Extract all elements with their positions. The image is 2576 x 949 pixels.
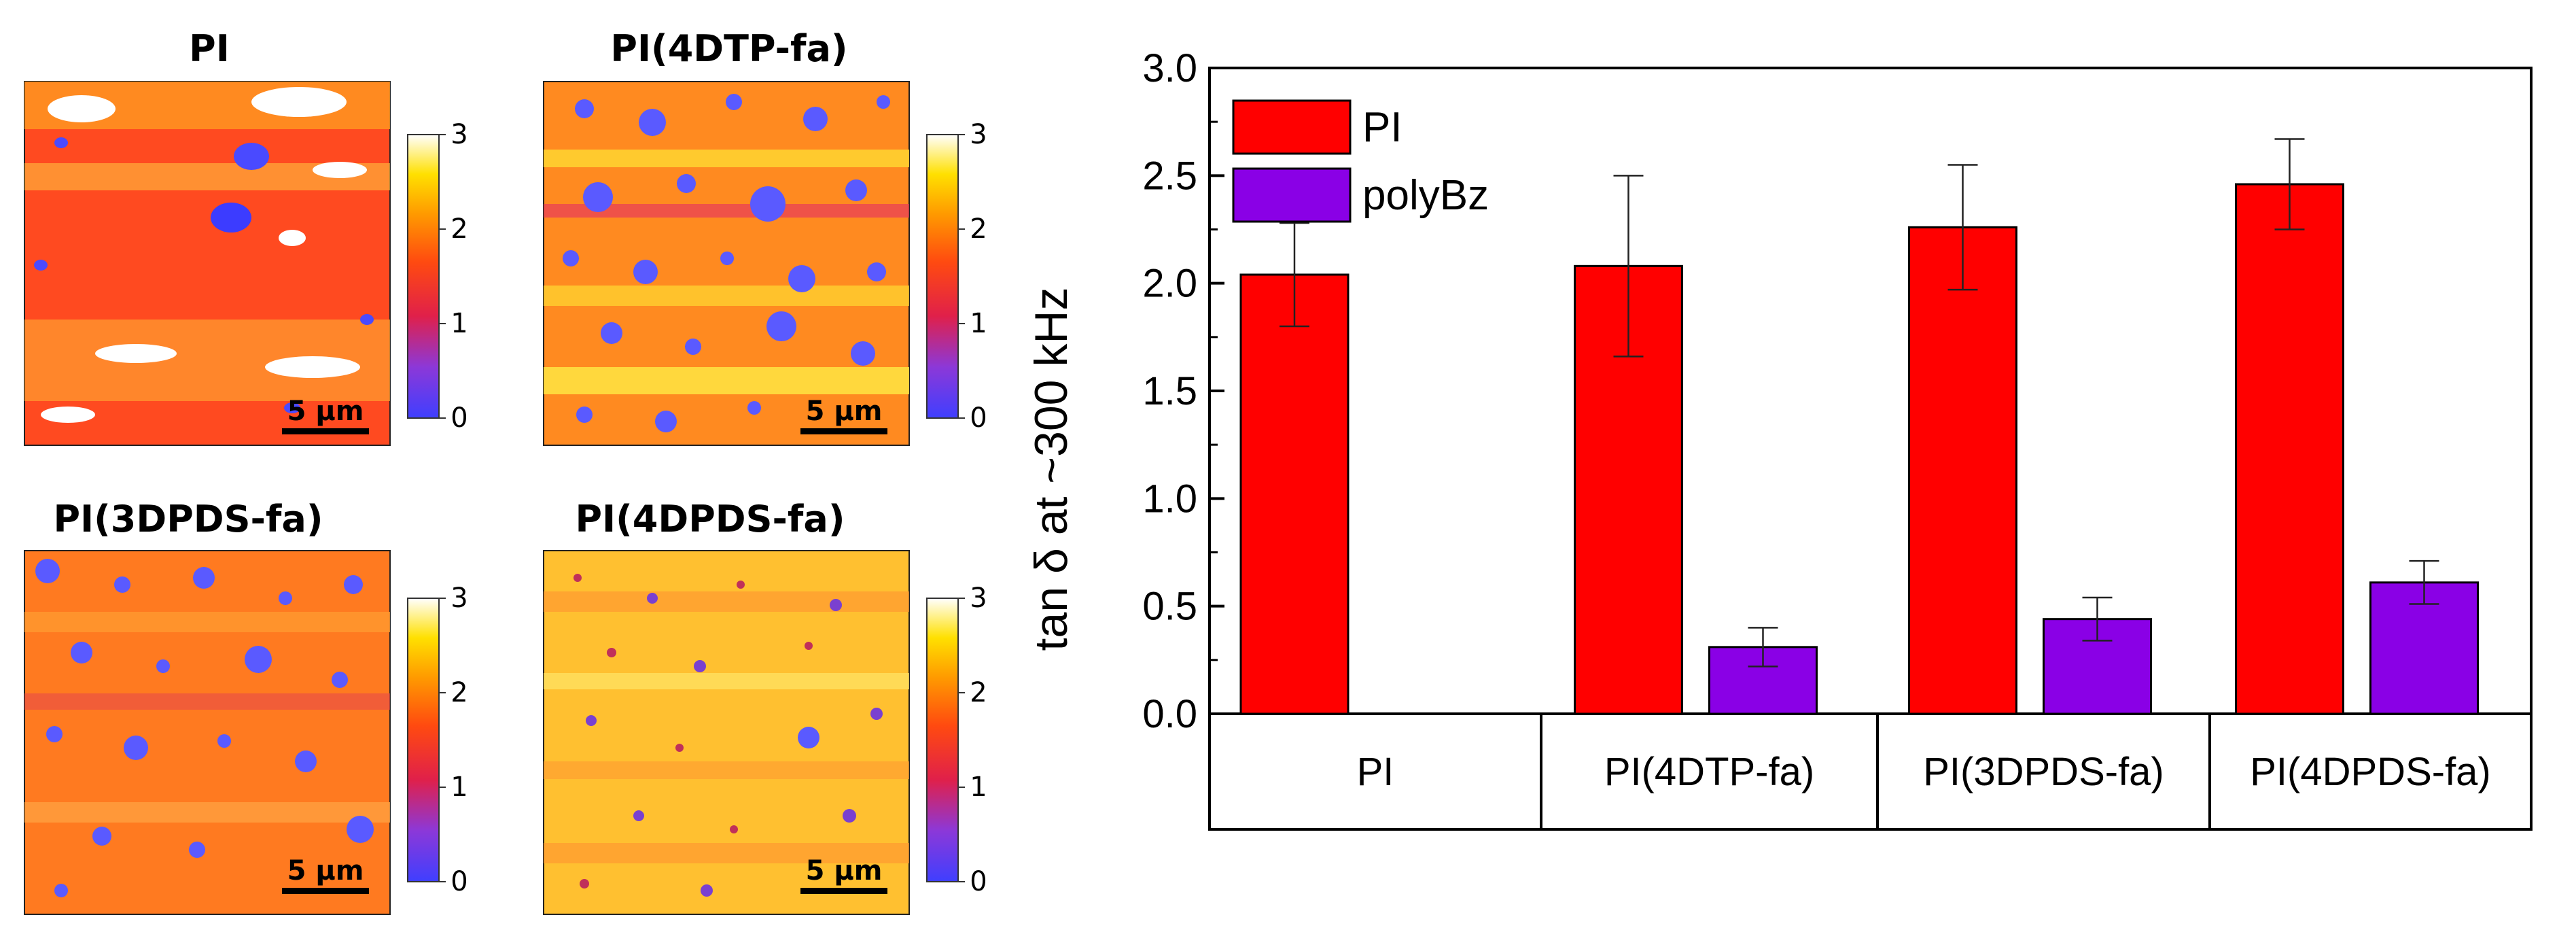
- map-title: PI: [189, 27, 230, 70]
- map-title: PI(3DPDS-fa): [53, 498, 323, 540]
- bar-pi: [1239, 273, 1349, 715]
- colorbar-tick: 2: [970, 677, 987, 708]
- bar-chart: tan δ at ~300 kHz 0.00.51.01.52.02.53.0 …: [1025, 46, 2533, 831]
- scalebar: 5 μm: [800, 396, 887, 434]
- colorbar: 0 1 2 3: [926, 583, 987, 897]
- scalebar-label: 5 μm: [806, 855, 883, 886]
- map-panel-pi: PI 5 μm: [24, 27, 468, 446]
- y-tick-label: 1.5: [1142, 369, 1197, 413]
- colorbar-tick: 2: [451, 677, 467, 708]
- legend: PI polyBz: [1232, 99, 1489, 223]
- bar-pi: [2235, 183, 2344, 715]
- scalebar-label: 5 μm: [806, 396, 883, 427]
- legend-label: polyBz: [1362, 172, 1489, 219]
- y-axis-label: tan δ at ~300 kHz: [1025, 288, 1077, 651]
- category-label: PI: [1357, 750, 1394, 794]
- scalebar: 5 μm: [282, 855, 369, 894]
- map-panel-3dpds: PI(3DPDS-fa) 5 μm: [24, 498, 468, 915]
- colorbar-tick: 3: [451, 583, 467, 614]
- colorbar-tick: 0: [451, 402, 467, 434]
- legend-swatch: [1232, 167, 1352, 223]
- bars: [1239, 138, 2479, 715]
- scalebar: 5 μm: [282, 396, 369, 434]
- bar-pi: [1908, 226, 2017, 715]
- colorbar-tick: 1: [451, 308, 467, 339]
- colorbar-tick: 0: [970, 402, 987, 434]
- colorbar-tick: 3: [451, 119, 467, 150]
- afm-image: [543, 550, 910, 915]
- category-label: PI(4DTP-fa): [1604, 750, 1814, 794]
- y-tick-label: 0.5: [1142, 585, 1197, 629]
- map-title: PI(4DPDS-fa): [575, 498, 845, 540]
- y-tick-label: 2.0: [1142, 262, 1197, 306]
- category-label: PI(3DPDS-fa): [1923, 750, 2164, 794]
- colorbar-tick: 1: [970, 772, 987, 803]
- y-tick-label: 0.0: [1142, 692, 1197, 736]
- colorbar-tick: 0: [451, 866, 467, 897]
- afm-image: [24, 81, 391, 446]
- y-tick-label: 1.0: [1142, 477, 1197, 521]
- legend-swatch: [1232, 99, 1352, 155]
- colorbar-tick: 3: [970, 119, 987, 150]
- y-tick-label: 2.5: [1142, 154, 1197, 198]
- map-title: PI(4DTP-fa): [610, 27, 847, 70]
- colorbar-tick: 3: [970, 583, 987, 614]
- colorbar: 0 1 2 3: [926, 119, 987, 434]
- colorbar-tick: 2: [451, 213, 467, 245]
- colorbar-tick: 1: [451, 772, 467, 803]
- category-label: PI(4DPDS-fa): [2250, 750, 2491, 794]
- legend-label: PI: [1362, 104, 1402, 151]
- map-panel-4dtp: PI(4DTP-fa): [543, 27, 987, 446]
- category-axis: PI PI(4DTP-fa) PI(3DPDS-fa) PI(4DPDS-fa): [1357, 714, 2491, 829]
- map-panel-4dpds: PI(4DPDS-fa) 5 μm: [543, 498, 987, 915]
- colorbar: 0 1 2 3: [407, 583, 468, 897]
- y-tick-label: 3.0: [1142, 46, 1197, 90]
- scalebar: 5 μm: [800, 855, 887, 894]
- scalebar-label: 5 μm: [287, 396, 364, 427]
- colorbar: 0 1 2 3: [407, 119, 468, 434]
- afm-image: [543, 81, 910, 446]
- scalebar-label: 5 μm: [287, 855, 364, 886]
- bar-polybz: [2369, 581, 2479, 715]
- colorbar-tick: 0: [970, 866, 987, 897]
- afm-image: [24, 550, 391, 915]
- colorbar-tick: 1: [970, 308, 987, 339]
- plot-frame: [1208, 67, 2533, 831]
- colorbar-tick: 2: [970, 213, 987, 245]
